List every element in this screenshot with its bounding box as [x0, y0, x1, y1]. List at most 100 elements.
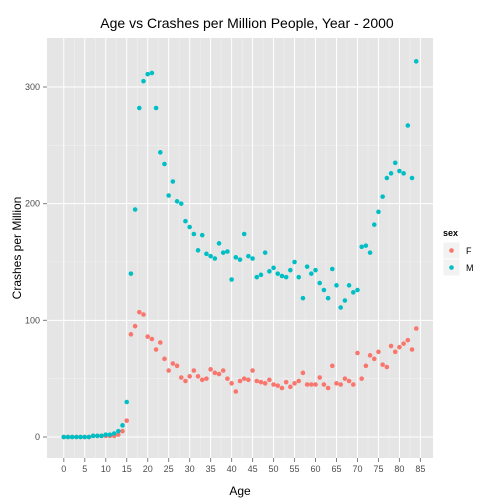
point-m-age-81	[401, 171, 406, 176]
point-m-age-20	[145, 71, 150, 77]
point-m-age-77	[384, 175, 390, 181]
point-f-age-36	[212, 370, 218, 376]
x-tick-label: 0	[61, 464, 66, 474]
point-m-age-7	[90, 433, 96, 439]
point-m-age-19	[141, 78, 146, 84]
point-f-age-59	[309, 382, 314, 387]
point-m-age-31	[191, 231, 197, 237]
x-tick-label: 65	[331, 464, 341, 474]
point-m-age-16	[128, 271, 134, 276]
point-f-age-55	[292, 381, 297, 386]
point-m-age-36	[212, 256, 218, 261]
legend-dot-f	[449, 248, 454, 253]
x-tick-label: 60	[311, 464, 321, 474]
point-f-age-61	[317, 375, 323, 380]
point-m-age-50	[271, 265, 276, 271]
point-m-age-55	[292, 259, 297, 265]
point-f-age-28	[178, 375, 184, 380]
chart-title: Age vs Crashes per Million People, Year …	[100, 15, 394, 31]
x-tick-label: 30	[185, 464, 195, 474]
point-m-age-27	[174, 199, 180, 204]
point-m-age-59	[309, 271, 314, 276]
point-m-age-64	[330, 266, 335, 272]
y-axis-title: Crashes per Million	[10, 197, 24, 300]
point-m-age-30	[187, 224, 192, 230]
point-f-age-41	[233, 389, 239, 394]
x-tick-label: 80	[394, 464, 404, 474]
y-tick-label: 100	[25, 315, 40, 325]
point-m-age-25	[166, 193, 171, 198]
point-f-age-46	[254, 378, 260, 384]
point-m-age-67	[342, 298, 348, 303]
point-m-age-68	[346, 283, 352, 288]
x-tick-label: 25	[164, 464, 174, 474]
point-f-age-23	[157, 340, 163, 345]
point-m-age-54	[288, 267, 293, 273]
point-m-age-12	[111, 431, 117, 436]
point-m-age-35	[208, 253, 213, 259]
y-tick-label: 0	[35, 432, 40, 442]
point-m-age-34	[204, 251, 209, 257]
point-f-age-24	[162, 356, 167, 362]
point-f-age-47	[258, 379, 264, 385]
point-f-age-13	[116, 432, 121, 437]
x-axis: 0 5 10 15 20 25 30 35 40 45 50 55 60 65 70 75 80 85	[61, 458, 425, 474]
point-f-age-29	[183, 378, 188, 384]
point-m-age-51	[275, 271, 281, 276]
point-f-age-65	[334, 381, 339, 386]
point-m-age-53	[283, 274, 289, 280]
point-m-age-33	[199, 232, 205, 238]
point-m-age-17	[132, 207, 138, 212]
point-f-age-72	[363, 363, 369, 369]
point-f-age-50	[271, 382, 276, 387]
point-m-age-9	[99, 433, 104, 439]
point-m-age-13	[116, 428, 121, 434]
point-m-age-40	[229, 277, 234, 282]
x-tick-label: 85	[415, 464, 425, 474]
point-f-age-57	[300, 370, 306, 376]
point-m-age-56	[296, 274, 302, 280]
x-tick-label: 50	[269, 464, 279, 474]
point-f-age-44	[246, 377, 251, 383]
x-tick-label: 20	[143, 464, 153, 474]
x-tick-label: 40	[227, 464, 237, 474]
point-m-age-70	[355, 287, 360, 293]
point-m-age-18	[137, 105, 142, 111]
point-f-age-43	[241, 376, 247, 381]
point-f-age-63	[325, 385, 331, 391]
point-m-age-48	[262, 250, 268, 255]
point-f-age-21	[149, 336, 155, 342]
point-m-age-42	[237, 257, 243, 262]
point-f-age-67	[342, 376, 348, 381]
x-tick-label: 35	[206, 464, 216, 474]
point-m-age-23	[157, 150, 163, 155]
point-f-age-82	[405, 337, 411, 343]
data-points	[61, 59, 419, 440]
point-f-age-64	[330, 363, 335, 369]
point-f-age-32	[195, 374, 201, 379]
x-axis-title: Age	[229, 484, 251, 498]
point-m-age-72	[363, 243, 369, 248]
point-m-age-43	[241, 231, 247, 237]
point-f-age-42	[237, 378, 243, 384]
point-f-age-84	[413, 326, 419, 331]
point-f-age-80	[397, 344, 402, 350]
point-f-age-76	[380, 362, 385, 367]
plot-panel	[47, 38, 433, 458]
legend: sex F M	[442, 228, 474, 277]
point-m-age-73	[367, 250, 373, 255]
point-m-age-38	[220, 250, 226, 255]
point-f-age-62	[321, 382, 327, 387]
point-f-age-22	[153, 347, 159, 352]
point-m-age-1	[65, 434, 71, 440]
point-f-age-16	[128, 332, 134, 337]
y-tick-label: 300	[25, 82, 40, 92]
point-m-age-61	[317, 280, 323, 286]
point-m-age-15	[124, 399, 130, 405]
point-f-age-79	[392, 349, 398, 355]
x-tick-label: 10	[101, 464, 111, 474]
point-f-age-70	[355, 350, 360, 356]
point-m-age-26	[170, 179, 176, 184]
point-f-age-17	[132, 323, 138, 329]
